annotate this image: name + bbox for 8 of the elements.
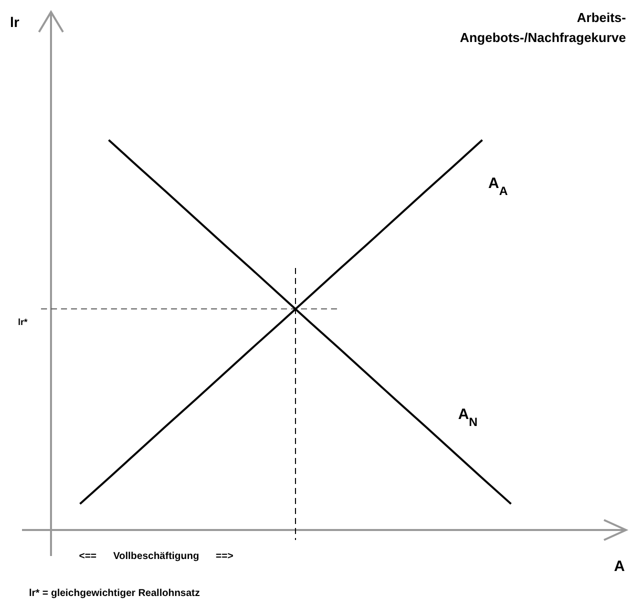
series-label: A$_{A}$: [488, 175, 508, 198]
text: lr: [10, 14, 20, 30]
series-label: A$_{N}$: [458, 406, 478, 430]
text: <== Vollbeschäftigung ==>: [79, 551, 234, 562]
text: lr* = gleichgewichtiger Reallohnsatz: [29, 588, 200, 599]
text: A: [614, 558, 625, 575]
chart-title: Arbeits- Angebots-/Nachfragekurve: [460, 10, 626, 45]
ref-line-label: lr*: [18, 316, 28, 327]
